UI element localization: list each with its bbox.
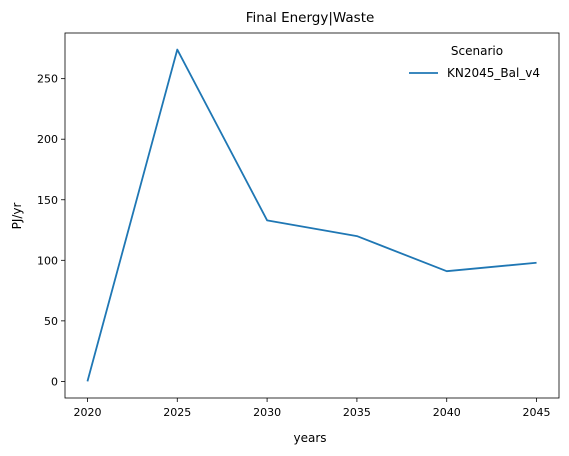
plot-area — [64, 32, 560, 399]
y-tick-label: 200 — [37, 133, 58, 146]
x-axis: 2020 2025 2030 2035 2040 2045 — [73, 398, 551, 419]
x-tick-label: 2035 — [343, 406, 371, 419]
x-axis-label: years — [293, 431, 326, 445]
y-tick-label: 250 — [37, 73, 58, 86]
y-axis: 0 50 100 150 200 250 — [37, 73, 65, 388]
x-tick-label: 2020 — [73, 406, 101, 419]
x-tick-label: 2025 — [163, 406, 191, 419]
y-tick-label: 150 — [37, 194, 58, 207]
y-tick-label: 100 — [37, 254, 58, 267]
legend-label: KN2045_Bal_v4 — [447, 66, 540, 80]
legend-title: Scenario — [451, 44, 503, 58]
series-group — [86, 48, 537, 382]
chart-title: Final Energy|Waste — [246, 10, 375, 26]
y-tick-label: 50 — [44, 315, 58, 328]
x-tick-label: 2045 — [523, 406, 551, 419]
x-tick-label: 2040 — [433, 406, 461, 419]
series-line — [86, 48, 537, 382]
x-tick-label: 2030 — [253, 406, 281, 419]
legend: Scenario KN2045_Bal_v4 — [409, 44, 540, 80]
y-axis-label: PJ/yr — [10, 203, 24, 230]
y-tick-label: 0 — [51, 375, 58, 388]
